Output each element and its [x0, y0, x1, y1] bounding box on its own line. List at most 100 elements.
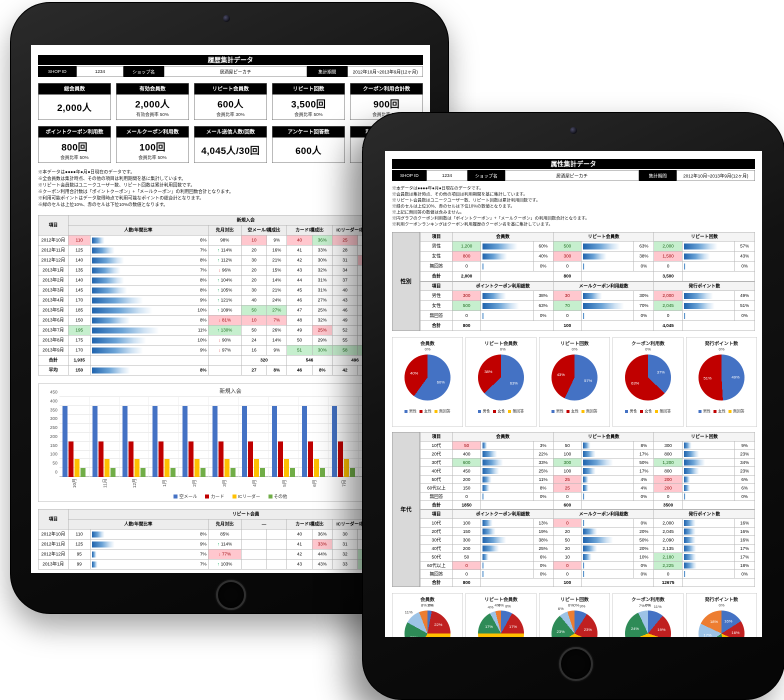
pie-slice-label: 0%: [498, 602, 504, 608]
cell-ratio: 0%: [734, 492, 756, 501]
pie-chart-title: 会員数: [420, 597, 435, 603]
down-arrow-icon: ↓: [218, 267, 222, 273]
cell-category: 30代: [419, 458, 453, 467]
cell-ratio: 0%: [633, 518, 655, 528]
cell-value: 0: [452, 261, 481, 272]
cell-month: 2012年10月: [38, 529, 69, 540]
cell-empty: [681, 271, 756, 282]
cell-year-ratio: 8%: [199, 317, 207, 323]
bar: [212, 405, 218, 477]
bar: [278, 441, 284, 477]
x-axis-tick-label: 12月: [132, 478, 138, 489]
cell-mom: ↑ 114%: [208, 539, 242, 550]
cell-empty: [208, 355, 242, 366]
cell-databar: [480, 251, 534, 262]
bar-group: [149, 397, 180, 477]
legend-label: 男性: [482, 409, 491, 414]
cell-databar: [480, 527, 534, 536]
cell-ratio: 40%: [532, 251, 554, 262]
pie-slice-label: 38%: [484, 369, 493, 374]
legend-label: 男性: [703, 409, 711, 414]
report-notes: ※本データは●●●●年●月●日現在のデータです。 ※会員数は集計時点、その他の項目…: [392, 185, 755, 227]
cell-category: 無回答: [419, 261, 453, 272]
cell-ratio: 0%: [734, 261, 756, 272]
cell-channel-count: 40: [286, 529, 313, 540]
cell-month: 2012年10月: [38, 235, 69, 246]
x-axis-tick: 11月: [89, 477, 119, 492]
cell-mom: 98%: [208, 235, 242, 246]
col-header: カード/構成比: [286, 225, 333, 236]
cell-value: 2,000: [653, 290, 683, 301]
cell-channel-count: 28: [332, 245, 358, 256]
data-bar: [482, 263, 484, 270]
data-bar: [683, 476, 691, 483]
card-body: 800回 会員比率 50%: [39, 138, 111, 163]
shop-id-value: 1234: [426, 170, 468, 181]
cell-category: 50代: [419, 475, 453, 484]
cell-databar: [681, 535, 735, 545]
pie-chart: 60% 40% 0%: [393, 347, 463, 408]
cell-month: 2013年3月: [38, 285, 69, 296]
cell-year-ratio: 8%: [199, 367, 207, 373]
cell-value: 0: [552, 310, 582, 321]
card-value: 2,000人: [57, 102, 92, 114]
cell-ratio: 49%: [734, 290, 756, 301]
average-count: 150: [68, 365, 91, 376]
table-row: 20代 150 19% 20 20% 2,045 16%: [419, 527, 756, 536]
cell-year-ratio: 7%: [199, 561, 207, 567]
data-bar: [583, 442, 591, 449]
total-value: 12675: [653, 578, 683, 587]
repeat-members-table: 項目リピート会員人数/年間比率先月対比—カード/構成比ICリーダー/構成比その他…: [38, 509, 424, 570]
pie-chart-box: クーポン利用数11%19%39%24%7%0%0%10代20代30代40代50代…: [612, 593, 684, 637]
total-label: 合計: [419, 578, 453, 587]
cell-value: 2,045: [653, 527, 683, 536]
card-title: アンケート回答数: [272, 126, 345, 138]
data-bar: [92, 297, 143, 304]
data-bar: [583, 312, 585, 319]
note-line: ※リピート会員数はユニークユーザー数、リピート回数は累計利用回数です。: [38, 182, 195, 188]
bar: [128, 441, 134, 477]
pie-chart-row: 会員数 60% 40% 0% 男性 女性 無回答 リピート会員数 63% 38% 0% 男性 女性 無回答…: [392, 337, 757, 427]
card-value: 600人: [295, 145, 322, 157]
summary-card: アンケート回答数 600人: [272, 126, 345, 163]
cell-channel-count: 40: [332, 285, 358, 296]
card-subtext: 有効会員率 50%: [136, 111, 169, 117]
legend-swatch-icon: [493, 409, 497, 413]
legend-label: 男性: [629, 409, 638, 414]
cell-count: 125: [68, 539, 91, 550]
cell-ratio: 8%: [532, 483, 554, 493]
data-bar: [583, 253, 607, 260]
card-value: 2,000人: [135, 99, 170, 110]
col-header: —: [241, 519, 287, 530]
metric-header: リピート回数: [653, 232, 755, 242]
cell-ratio: 38%: [532, 290, 554, 301]
cell-channel-ratio: 43%: [312, 559, 333, 570]
cell-value: 2,180: [653, 552, 683, 562]
cell-databar: [480, 552, 534, 562]
item-header: 項目: [419, 432, 453, 442]
cell-ratio: 17%: [633, 466, 655, 476]
pie-slice-label: 17%: [484, 624, 493, 629]
pie-chart-title: 発行ポイント数: [704, 341, 739, 347]
card-body: 600人 会員比率 30%: [195, 95, 267, 120]
cell-ratio: 6%: [532, 552, 554, 562]
col-header: 人数/年間比率: [68, 225, 209, 236]
bar: [331, 405, 337, 477]
age-pie-charts: 会員数3%22%33%25%11%8%0%10代20代30代40代50代60代以…: [392, 593, 757, 637]
cell-channel-count: 42: [286, 255, 313, 266]
cell-databar: [480, 290, 534, 301]
pie-chart: 9%23%34%23%6%6%0%: [540, 603, 610, 637]
cell-databar: [581, 241, 635, 252]
pie-slice-label: 8%: [505, 603, 511, 609]
data-bar: [683, 520, 696, 526]
table-row: 10代 50 3% 50 8% 300 9%: [419, 441, 756, 450]
cell-empty: [208, 365, 242, 376]
summary-card: メール送信人数/回数 4,045人/30回: [194, 126, 267, 163]
cell-channel-count: [241, 549, 267, 560]
cell-channel-ratio: 33%: [312, 539, 333, 550]
cell-channel-ratio: 21%: [266, 255, 287, 266]
bar-group: [299, 397, 329, 477]
data-bar: [583, 302, 624, 309]
legend-item: 無回答: [728, 409, 744, 415]
y-axis-tick-label: 450: [49, 389, 58, 395]
